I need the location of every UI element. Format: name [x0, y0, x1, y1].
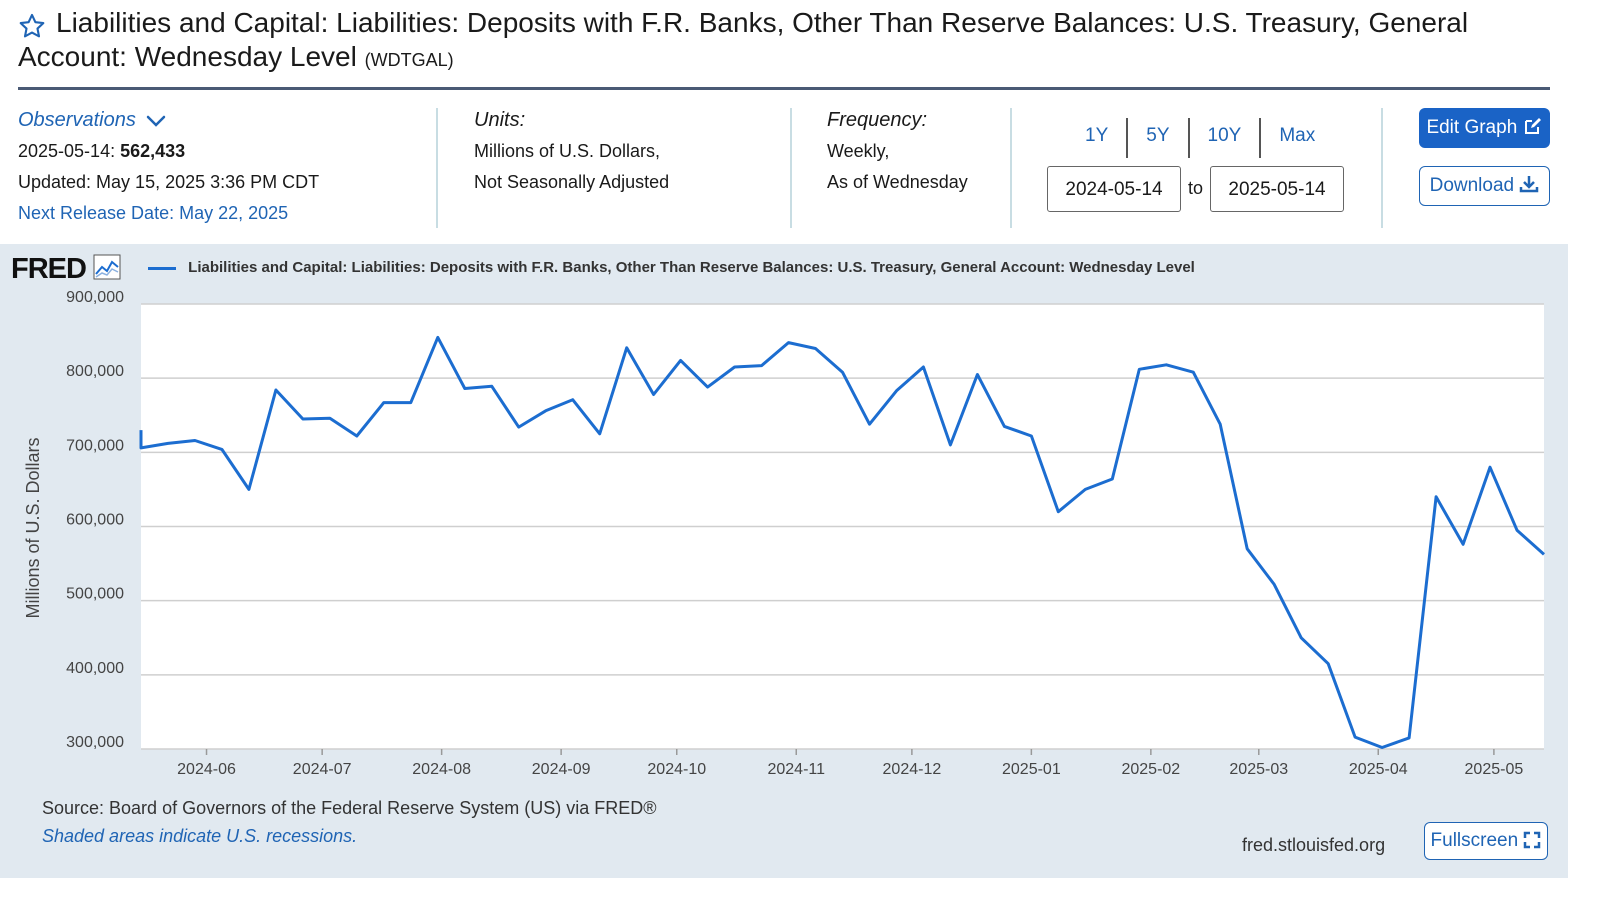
y-tick-label: 500,000 — [66, 586, 124, 603]
observation-date: 2025-05-14: — [18, 141, 116, 161]
y-tick-label: 400,000 — [66, 660, 124, 677]
frequency-label: Frequency: — [827, 109, 928, 131]
edit-graph-label: Edit Graph — [1426, 117, 1518, 138]
units-line-1: Millions of U.S. Dollars, — [474, 141, 661, 161]
title-line-2: Account: Wednesday Level — [18, 41, 357, 72]
star-icon[interactable] — [18, 12, 46, 40]
units-line-2: Not Seasonally Adjusted — [474, 172, 670, 192]
chevron-down-icon — [146, 116, 166, 128]
download-button[interactable]: Download — [1419, 166, 1550, 206]
page-title: Liabilities and Capital: Liabilities: De… — [18, 6, 1558, 77]
edit-graph-button[interactable]: Edit Graph — [1419, 108, 1550, 148]
y-axis-label: Millions of U.S. Dollars — [23, 437, 43, 618]
header-divider — [18, 87, 1550, 90]
x-tick-label: 2025-05 — [1465, 761, 1524, 778]
x-tick-label: 2025-01 — [1002, 761, 1061, 778]
next-release-link[interactable]: Next Release Date: May 22, 2025 — [18, 203, 289, 223]
y-tick-label: 900,000 — [66, 289, 124, 306]
frequency-panel: Frequency: Weekly, As of Wednesday — [827, 105, 968, 198]
range-max-button[interactable]: Max — [1259, 118, 1333, 158]
range-1y-button[interactable]: 1Y — [1085, 125, 1109, 146]
range-5y-button[interactable]: 5Y — [1126, 118, 1187, 158]
frequency-line-1: Weekly, — [827, 141, 890, 161]
graph-icon — [93, 254, 121, 280]
fullscreen-icon — [1524, 831, 1541, 849]
observation-value: 562,433 — [120, 141, 186, 161]
frequency-line-2: As of Wednesday — [827, 172, 968, 192]
fred-logo-text: FRED — [11, 253, 87, 285]
site-url: fred.stlouisfed.org — [1242, 835, 1386, 855]
range-buttons: 1Y 5Y 10Y Max — [1067, 118, 1333, 158]
series-id: (WDTGAL) — [364, 50, 454, 70]
legend-swatch — [148, 266, 176, 270]
divider — [790, 108, 792, 228]
fullscreen-button[interactable]: Fullscreen — [1424, 822, 1548, 860]
source-text: Source: Board of Governors of the Federa… — [42, 798, 657, 818]
start-date-input[interactable]: 2024-05-14 — [1047, 166, 1181, 212]
title-line-1: Liabilities and Capital: Liabilities: De… — [56, 7, 1469, 38]
units-label: Units: — [474, 109, 526, 131]
y-tick-label: 600,000 — [66, 512, 124, 529]
x-tick-label: 2024-12 — [883, 761, 942, 778]
x-tick-label: 2025-02 — [1121, 761, 1180, 778]
x-tick-label: 2024-06 — [177, 761, 236, 778]
fred-logo: FRED — [11, 253, 121, 286]
download-icon — [1520, 176, 1539, 193]
x-tick-label: 2024-09 — [532, 761, 591, 778]
range-10y-button[interactable]: 10Y — [1187, 118, 1260, 158]
x-tick-label: 2024-07 — [293, 761, 352, 778]
x-tick-label: 2025-03 — [1229, 761, 1288, 778]
page-header: Liabilities and Capital: Liabilities: De… — [18, 6, 1558, 77]
divider — [1010, 108, 1012, 228]
y-tick-label: 800,000 — [66, 363, 124, 380]
y-tick-label: 300,000 — [66, 734, 124, 751]
end-date-input[interactable]: 2025-05-14 — [1210, 166, 1344, 212]
updated-text: Updated: May 15, 2025 3:36 PM CDT — [18, 172, 320, 192]
to-label: to — [1188, 178, 1204, 198]
divider — [1381, 108, 1383, 228]
chart-legend: Liabilities and Capital: Liabilities: De… — [148, 259, 1195, 276]
recessions-note: Shaded areas indicate U.S. recessions. — [42, 826, 358, 846]
line-chart[interactable]: 300,000 400,000 500,000 600,000 700,000 800,0… — [0, 280, 1568, 800]
edit-icon — [1524, 118, 1541, 134]
series-line — [139, 335, 1546, 749]
x-tick-label: 2024-08 — [412, 761, 471, 778]
x-tick-label: 2024-10 — [647, 761, 706, 778]
download-label: Download — [1429, 175, 1515, 196]
observations-dropdown[interactable]: Observations — [18, 105, 319, 136]
fullscreen-label: Fullscreen — [1430, 830, 1519, 851]
y-tick-label: 700,000 — [66, 437, 124, 454]
x-tick-label: 2024-11 — [767, 761, 825, 778]
divider — [436, 108, 438, 228]
units-panel: Units: Millions of U.S. Dollars, Not Sea… — [474, 105, 669, 198]
x-tick-label: 2025-04 — [1349, 761, 1408, 778]
observations-panel: Observations 2025-05-14: 562,433 Updated… — [18, 105, 319, 229]
legend-label: Liabilities and Capital: Liabilities: De… — [188, 259, 1195, 276]
observations-label: Observations — [18, 109, 136, 131]
